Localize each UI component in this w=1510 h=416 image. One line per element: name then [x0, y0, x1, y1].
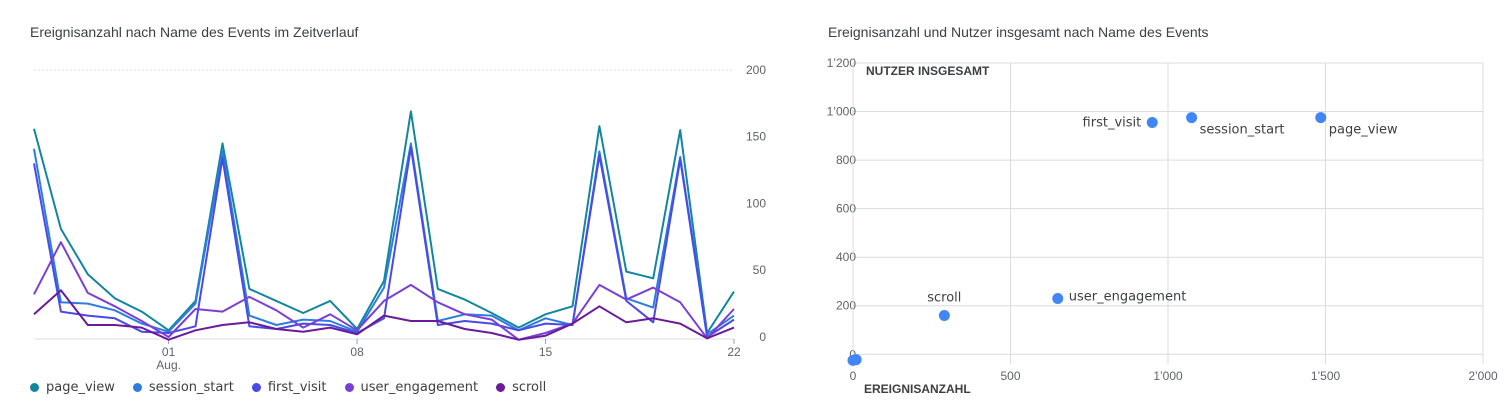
- y-tick-label: 50: [753, 263, 767, 277]
- scatter-x-axis-title: EREIGNISANZAHL: [864, 382, 971, 396]
- x-tick-label: 01: [162, 345, 176, 359]
- legend-item-first_visit[interactable]: first_visit: [251, 380, 327, 395]
- y-tick-label: 100: [746, 196, 766, 210]
- y-tick-label: 0: [759, 330, 766, 344]
- scatter-point-user_engagement[interactable]: [1052, 292, 1064, 304]
- x-tick-label: 15: [539, 345, 553, 359]
- legend-label: page_view: [46, 380, 115, 395]
- scatter-point-label: page_view: [1329, 123, 1398, 138]
- scatter-point[interactable]: [850, 354, 862, 366]
- scatter-chart-title: Ereignisanzahl und Nutzer insgesamt nach…: [828, 24, 1209, 40]
- scatter-point-page_view[interactable]: [1315, 112, 1327, 124]
- legend-label: scroll: [512, 380, 547, 395]
- legend-marker: [251, 383, 261, 392]
- scatter-y-tick-label: 1’200: [827, 56, 857, 70]
- legend-marker: [496, 383, 506, 392]
- scatter-x-tick-label: 0: [850, 369, 857, 383]
- scatter-y-tick-label: 800: [836, 153, 856, 167]
- legend-label: user_engagement: [360, 380, 479, 395]
- x-tick-label: 08: [350, 345, 364, 359]
- scatter-point-first_visit[interactable]: [1146, 116, 1158, 128]
- scatter-y-tick-label: 200: [836, 299, 856, 313]
- scatter-y-tick-label: 1’000: [827, 105, 857, 119]
- line-chart-legend: page_view session_start first_visit user_en…: [30, 380, 546, 395]
- scatter-x-tick-label: 1’500: [1311, 369, 1341, 383]
- series-line-user_engagement[interactable]: [33, 241, 735, 341]
- legend-label: session_start: [148, 380, 234, 395]
- legend-marker: [344, 383, 354, 392]
- y-tick-label: 200: [746, 63, 766, 77]
- legend-item-page_view[interactable]: page_view: [30, 380, 115, 395]
- scatter-point-session_start[interactable]: [1186, 112, 1198, 124]
- scatter-x-tick-label: 2’000: [1468, 369, 1498, 383]
- legend-item-session_start[interactable]: session_start: [132, 380, 234, 395]
- legend-label: first_visit: [267, 380, 327, 395]
- scatter-y-tick-label: 600: [836, 202, 856, 216]
- scatter-point-label: first_visit: [1083, 115, 1142, 130]
- legend-item-user_engagement[interactable]: user_engagement: [344, 380, 479, 395]
- scatter-point-label: scroll: [927, 290, 961, 305]
- legend-marker: [132, 383, 142, 392]
- legend-item-scroll[interactable]: scroll: [496, 380, 546, 395]
- scatter-y-tick-label: 400: [836, 250, 856, 264]
- scatter-x-tick-label: 1’000: [1153, 369, 1183, 383]
- legend-marker: [30, 383, 39, 392]
- x-tick-label: 22: [727, 345, 741, 359]
- scatter-x-tick-label: 500: [1000, 369, 1020, 383]
- y-tick-label: 150: [746, 130, 766, 144]
- scatter-point-scroll[interactable]: [938, 309, 950, 321]
- series-line-scroll[interactable]: [33, 289, 735, 341]
- line-chart-title: Ereignisanzahl nach Name des Events im Z…: [30, 24, 359, 40]
- scatter-y-axis-title: NUTZER INSGESAMT: [866, 64, 990, 78]
- x-tick-sublabel: Aug.: [156, 358, 181, 372]
- scatter-point-label: user_engagement: [1069, 289, 1187, 304]
- series-line-page_view[interactable]: [33, 110, 735, 334]
- scatter-point-label: session_start: [1200, 123, 1285, 138]
